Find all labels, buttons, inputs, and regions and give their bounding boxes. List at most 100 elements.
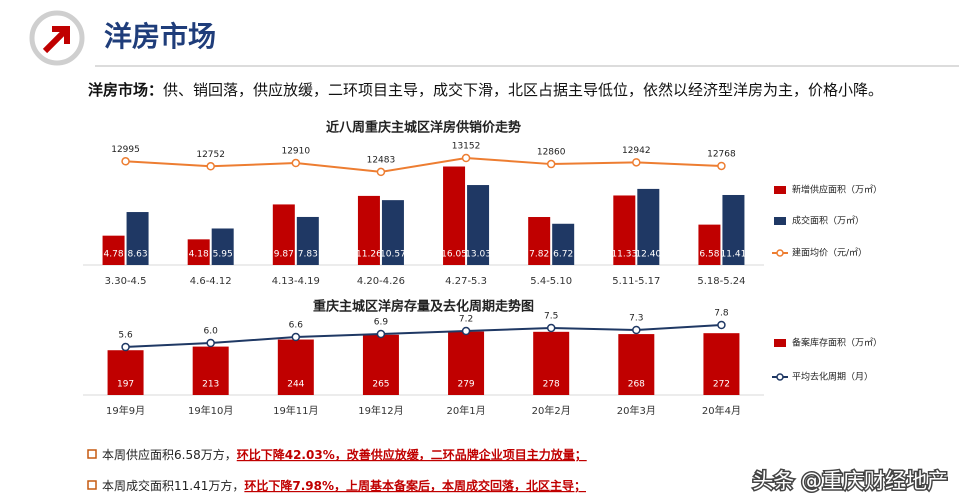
icon-arrow xyxy=(42,26,70,54)
legend-swatch xyxy=(774,186,786,194)
summary-text: 供、销回落，供应放缓，二环项目主导，成交下滑，北区占据主导低位，依然以经济型洋房… xyxy=(163,81,883,99)
legend-point xyxy=(776,249,784,257)
legend-label: 成交面积（万㎡） xyxy=(792,215,864,227)
bar-value-label: 8.63 xyxy=(128,250,148,260)
point-value-label: 13152 xyxy=(452,141,481,151)
bar xyxy=(357,195,380,265)
x-tick-label: 20年2月 xyxy=(532,404,571,417)
x-tick-label: 4.27-5.3 xyxy=(445,276,487,287)
bar-value-label: 16.05 xyxy=(441,250,467,260)
legend-swatch xyxy=(774,339,786,347)
bar xyxy=(107,350,144,395)
x-tick-label: 3.30-4.5 xyxy=(105,276,147,287)
legend-label: 备案库存面积（万㎡） xyxy=(792,337,882,349)
x-tick-label: 20年1月 xyxy=(447,404,486,417)
line-point xyxy=(546,323,556,333)
bar xyxy=(613,195,636,265)
x-tick-label: 5.4-5.10 xyxy=(530,276,572,287)
line-point xyxy=(121,342,130,352)
bar-value-label: 11.33 xyxy=(611,250,637,260)
summary-label: 洋房市场： xyxy=(88,81,163,99)
bar-value-label: 4.78 xyxy=(104,250,124,260)
point-value-label: 6.6 xyxy=(289,321,304,331)
line xyxy=(125,324,722,348)
point-value-label: 12752 xyxy=(196,150,225,160)
bullet-icon xyxy=(87,480,97,490)
bullet: 本周供应面积6.58万方，环比下降42.03%，改善供应放缓，二环品牌企业项目主… xyxy=(102,447,587,462)
bar-value-label: 6.58 xyxy=(699,250,719,260)
point-value-label: 12910 xyxy=(281,147,310,157)
x-tick-label: 19年12月 xyxy=(358,404,403,417)
bar-value-label: 11.41 xyxy=(721,250,747,260)
point-value-label: 12483 xyxy=(367,155,396,165)
bar xyxy=(552,223,575,265)
bar-value-label: 9.87 xyxy=(274,250,294,260)
point-value-label: 7.2 xyxy=(459,315,473,325)
bar-value-label: 4.18 xyxy=(189,250,209,260)
bar xyxy=(296,216,319,265)
bar-value-label: 13.03 xyxy=(465,250,491,260)
legend-swatch xyxy=(774,217,786,225)
point-value-label: 5.6 xyxy=(118,331,133,341)
bar-value-label: 197 xyxy=(117,380,134,390)
point-value-label: 7.8 xyxy=(714,309,729,319)
bar xyxy=(192,346,229,395)
summary: 洋房市场：供、销回落，供应放缓，二环项目主导，成交下滑，北区占据主导低位，依然以… xyxy=(88,81,883,99)
x-tick-label: 19年10月 xyxy=(188,404,233,417)
x-tick-label: 5.18-5.24 xyxy=(697,276,745,287)
page-title: 洋房市场 xyxy=(104,20,216,53)
chart-title: 近八周重庆主城区洋房供销价走势 xyxy=(326,120,521,136)
bar xyxy=(722,194,745,265)
x-tick-label: 19年11月 xyxy=(273,404,318,417)
bar xyxy=(448,331,485,395)
bar-value-label: 278 xyxy=(543,380,560,390)
legend-point xyxy=(776,373,784,381)
bullet-highlight: 环比下降7.98%，上周基本备案后，本周成交回落，北区主导； xyxy=(244,478,586,493)
bar xyxy=(277,339,314,395)
point-value-label: 6.0 xyxy=(204,327,219,337)
bar xyxy=(528,217,551,265)
point-value-label: 12995 xyxy=(111,145,140,155)
bar xyxy=(698,224,721,265)
legend-label: 平均去化周期（月） xyxy=(792,371,873,383)
bar-value-label: 10.57 xyxy=(380,250,406,260)
bar xyxy=(533,331,570,395)
bar-value-label: 7.82 xyxy=(529,250,549,260)
bar xyxy=(211,228,234,265)
watermark: 头条 @重庆财经地产 xyxy=(752,469,948,493)
x-tick-label: 20年4月 xyxy=(702,404,741,417)
bar xyxy=(443,166,466,265)
line-point xyxy=(121,157,130,166)
bullet-plain: 本周成交面积11.41万方， xyxy=(102,478,244,493)
line-point xyxy=(206,338,215,348)
point-value-label: 12860 xyxy=(537,148,566,158)
x-tick-label: 5.11-5.17 xyxy=(612,276,660,287)
line-point xyxy=(461,326,471,336)
line-point xyxy=(206,162,215,171)
bullet-highlight: 环比下降42.03%，改善供应放缓，二环品牌企业项目主力放量； xyxy=(237,447,587,462)
line-point xyxy=(461,153,471,163)
bar-value-label: 12.40 xyxy=(635,250,661,260)
line-point xyxy=(632,325,641,335)
bar xyxy=(362,334,399,395)
x-tick-label: 19年9月 xyxy=(106,404,145,417)
legend-label: 新增供应面积（万㎡） xyxy=(792,184,882,196)
x-tick-label: 20年3月 xyxy=(617,404,656,417)
bullet: 本周成交面积11.41万方，环比下降7.98%，上周基本备案后，本周成交回落，北… xyxy=(102,478,586,493)
line-point xyxy=(632,158,641,167)
bar xyxy=(126,212,149,265)
legend-label: 建面均价（元/㎡） xyxy=(792,247,867,259)
bar-value-label: 11.26 xyxy=(356,250,382,260)
line-point xyxy=(717,320,726,330)
bar-value-label: 244 xyxy=(287,380,304,390)
point-value-label: 7.3 xyxy=(629,314,643,324)
bar xyxy=(637,188,660,265)
chart-title: 重庆主城区洋房存量及去化周期走势图 xyxy=(313,299,534,315)
bar-value-label: 5.95 xyxy=(213,250,233,260)
bar-value-label: 6.72 xyxy=(553,250,573,260)
bar-value-label: 268 xyxy=(628,380,645,390)
bar-value-label: 265 xyxy=(372,380,389,390)
bar xyxy=(618,334,655,395)
